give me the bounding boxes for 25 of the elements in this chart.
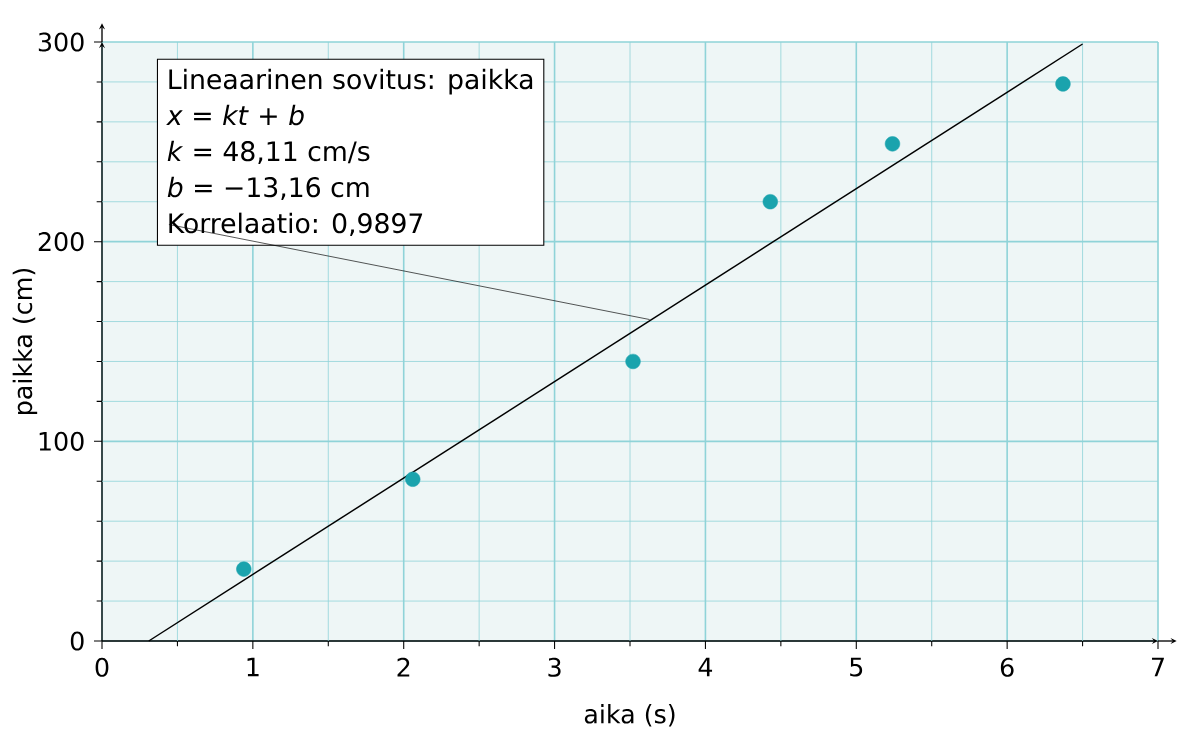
annotation: Korrelaatio: 0,9897 bbox=[169, 212, 423, 236]
point bbox=[625, 353, 641, 370]
x-tick-label: 6 bbox=[1000, 657, 1014, 677]
y-tick-label: 0 bbox=[70, 631, 84, 651]
point bbox=[1055, 76, 1071, 92]
x-tick-label: 2 bbox=[397, 657, 410, 677]
annotation: k = 48,11 cm/s bbox=[167, 140, 370, 164]
annotation: Lineaarinen sovitus: paikka bbox=[169, 68, 533, 95]
point bbox=[762, 194, 778, 210]
y-tick-label: 300 bbox=[38, 32, 84, 52]
point bbox=[884, 136, 901, 152]
annotation: b = −13,16 cm bbox=[167, 176, 369, 200]
x-tick-label: 3 bbox=[548, 657, 561, 677]
y-axis-title: paikka (cm) bbox=[12, 268, 38, 414]
x-tick-label: 1 bbox=[247, 657, 259, 677]
y-tick-label: 100 bbox=[39, 431, 84, 451]
x-tick-label: 5 bbox=[850, 657, 863, 677]
annotation: x = kt + b bbox=[166, 104, 304, 126]
y-tick-label: 200 bbox=[38, 232, 84, 252]
x-axis-title: aika (s) bbox=[584, 703, 675, 727]
x-tick-label: 7 bbox=[1152, 657, 1164, 677]
x-tick-label: 0 bbox=[95, 657, 109, 677]
point bbox=[236, 561, 252, 577]
point bbox=[405, 471, 421, 487]
x-tick-label: 4 bbox=[698, 657, 713, 677]
